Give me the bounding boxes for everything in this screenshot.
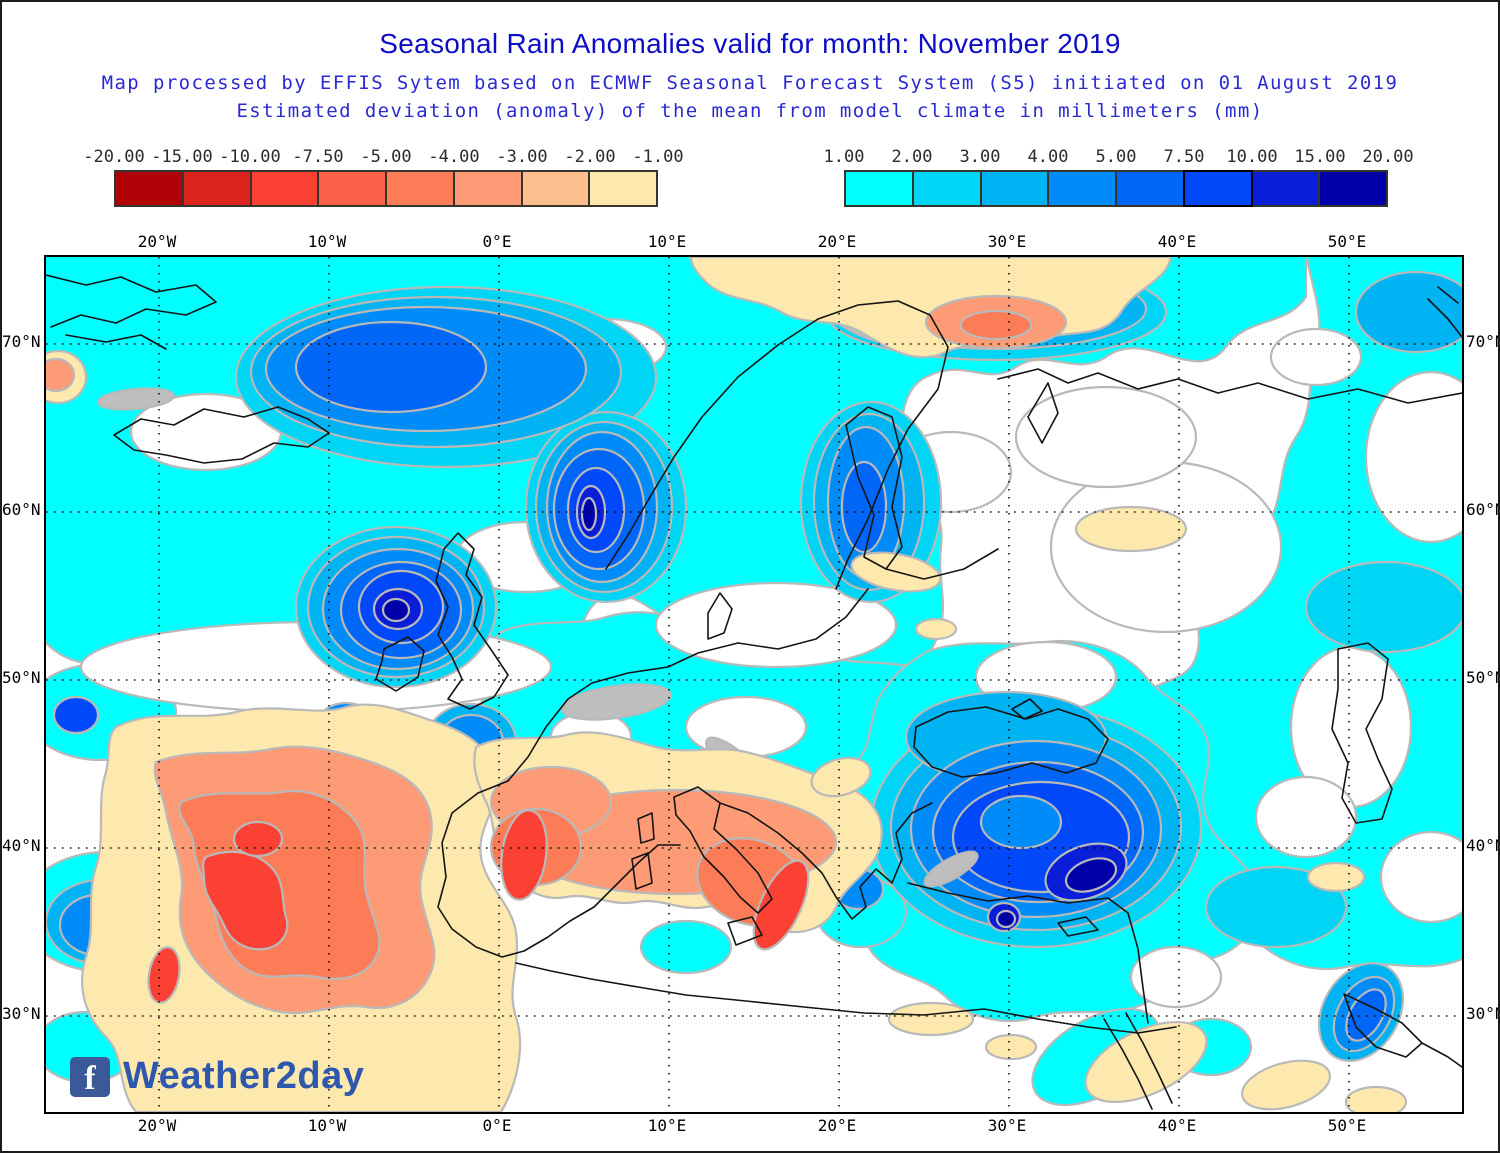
facebook-icon: f xyxy=(70,1056,110,1097)
legend-positive-tick-label: 20.00 xyxy=(1362,147,1414,167)
longitude-label-top: 30°E xyxy=(987,232,1027,251)
legend-positive-tick-label: 10.00 xyxy=(1226,147,1278,167)
latitude-label-left: 40°N xyxy=(2,836,41,855)
longitude-label-top: 0°E xyxy=(482,232,512,251)
legend-negative-tick-label: -20.00 xyxy=(83,147,145,167)
longitude-label-top: 50°E xyxy=(1327,232,1367,251)
legend-positive-tick-label: 3.00 xyxy=(959,147,1001,167)
longitude-label-bottom: 20°E xyxy=(817,1116,857,1135)
longitude-label-bottom: 10°E xyxy=(647,1116,687,1135)
legend-positive-tick-label: 1.00 xyxy=(823,147,865,167)
legend-positive-tick-label: 5.00 xyxy=(1095,147,1137,167)
page-title: Seasonal Rain Anomalies valid for month:… xyxy=(379,28,1121,59)
legend-negative-cell-4 xyxy=(317,170,387,207)
map-area: f Weather2day xyxy=(44,255,1464,1114)
longitude-label-bottom: 30°E xyxy=(987,1116,1027,1135)
legend-positive-tick-label: 15.00 xyxy=(1294,147,1346,167)
legend-negative-cell-6 xyxy=(452,170,523,207)
longitude-label-bottom: 0°E xyxy=(482,1116,512,1135)
legend-positive-cell-7 xyxy=(1250,170,1321,207)
legend-positive-cells xyxy=(844,170,1388,207)
latitude-label-right: 30°N xyxy=(1466,1004,1498,1023)
longitude-label-top: 20°W xyxy=(137,232,177,251)
longitude-label-bottom: 50°E xyxy=(1327,1116,1367,1135)
legend-positive-cell-5 xyxy=(1115,170,1185,207)
latitude-label-left: 50°N xyxy=(2,668,41,687)
longitude-label-bottom: 40°E xyxy=(1157,1116,1197,1135)
legend-negative-ticks: -20.00 -15.00 -10.00 -7.50 -5.00 -4.00 -3.00 -2… xyxy=(83,147,683,167)
legend-negative-scale: -20.00 -15.00 -10.00 -7.50 -5.00 -4.00 -3.00 -2… xyxy=(83,147,684,207)
latitude-label-right: 60°N xyxy=(1466,500,1498,519)
legend-negative-cell-2 xyxy=(181,170,252,207)
latitude-label-left: 60°N xyxy=(2,500,41,519)
latitude-label-right: 40°N xyxy=(1466,836,1498,855)
legend-positive-cell-2 xyxy=(911,170,982,207)
legend-negative-tick-label: -15.00 xyxy=(151,147,213,167)
longitude-label-bottom: 20°W xyxy=(137,1116,177,1135)
longitude-label-bottom: 10°W xyxy=(307,1116,347,1135)
subtitle-line2: Estimated deviation (anomaly) of the mea… xyxy=(236,100,1264,122)
legend-positive-cell-6 xyxy=(1182,170,1253,207)
anomaly-map-svg xyxy=(46,257,1462,1112)
legend-positive-scale: 1.00 2.00 3.00 4.00 5.00 7.50 10.00 15.00 20.00 xyxy=(824,147,1414,207)
legend-positive-cell-3 xyxy=(979,170,1050,207)
legend-positive-cell-1 xyxy=(844,170,914,207)
latitude-label-right: 50°N xyxy=(1466,668,1498,687)
latitude-label-left: 30°N xyxy=(2,1004,41,1023)
legend-positive-tick-label: 4.00 xyxy=(1027,147,1069,167)
subtitle-line1: Map processed by EFFIS Sytem based on EC… xyxy=(101,72,1399,94)
legend-negative-tick-label: -2.00 xyxy=(564,147,616,167)
longitude-label-top: 20°E xyxy=(817,232,857,251)
coastlines xyxy=(46,274,1462,1110)
longitude-label-top: 10°W xyxy=(307,232,347,251)
legend-positive-tick-label: 7.50 xyxy=(1163,147,1205,167)
legend-negative-tick-label: -4.00 xyxy=(428,147,480,167)
legend-positive-cell-8 xyxy=(1318,170,1388,207)
negative-anomaly-fills xyxy=(46,257,1408,1112)
longitude-label-top: 10°E xyxy=(647,232,687,251)
legend-negative-tick-label: -10.00 xyxy=(219,147,281,167)
legend-negative-tick-label: -1.00 xyxy=(632,147,684,167)
legend-positive-tick-label: 2.00 xyxy=(891,147,933,167)
longitude-label-top: 40°E xyxy=(1157,232,1197,251)
legend-positive-ticks: 1.00 2.00 3.00 4.00 5.00 7.50 10.00 15.00 20.00 xyxy=(824,147,1414,167)
legend-positive-cell-4 xyxy=(1047,170,1117,207)
legend-negative-cell-8 xyxy=(588,170,658,207)
legend-negative-cell-1 xyxy=(114,170,184,207)
latitude-label-right: 70°N xyxy=(1466,332,1498,351)
legend-negative-tick-label: -5.00 xyxy=(360,147,412,167)
legend-negative-cell-3 xyxy=(249,170,320,207)
legend-negative-cell-5 xyxy=(385,170,455,207)
legend-negative-tick-label: -3.00 xyxy=(496,147,548,167)
legend-negative-cells xyxy=(114,170,658,207)
watermark-brand: Weather2day xyxy=(123,1055,365,1097)
legend-negative-tick-label: -7.50 xyxy=(292,147,344,167)
legend-negative-cell-7 xyxy=(520,170,591,207)
watermark: f Weather2day xyxy=(70,1055,364,1098)
graticule-gridlines xyxy=(46,257,1462,1112)
latitude-label-left: 70°N xyxy=(2,332,41,351)
